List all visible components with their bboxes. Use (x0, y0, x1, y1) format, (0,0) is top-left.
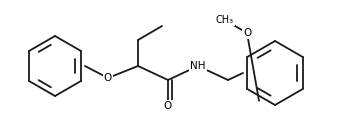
Text: O: O (243, 28, 251, 38)
Text: NH: NH (190, 61, 206, 71)
Text: O: O (104, 73, 112, 83)
Text: O: O (164, 101, 172, 111)
Text: CH₃: CH₃ (216, 15, 234, 25)
